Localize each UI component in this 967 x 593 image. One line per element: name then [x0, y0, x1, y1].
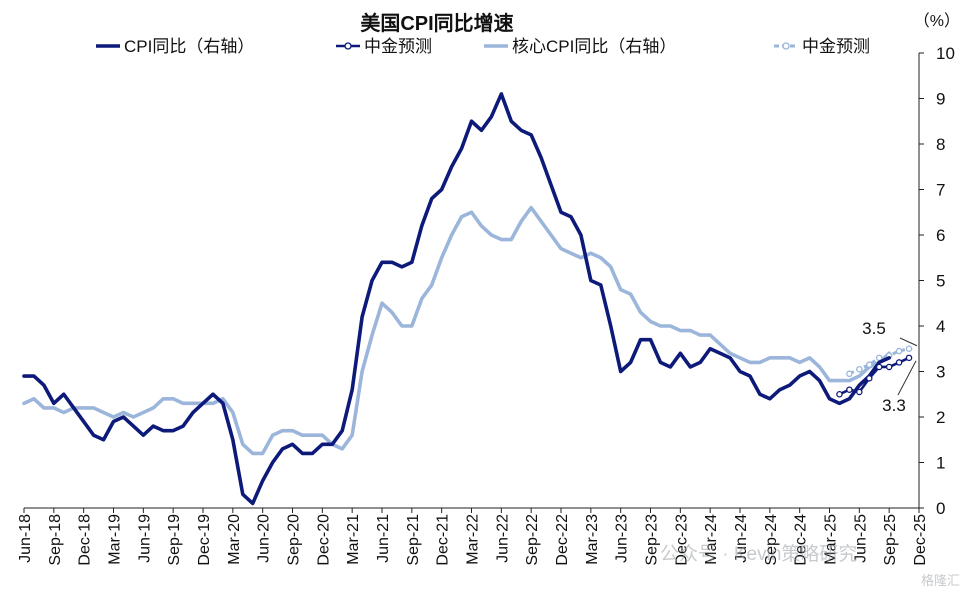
forecast-point	[846, 386, 853, 393]
y-tick-label: 6	[936, 226, 945, 245]
x-tick-label: Dec-25	[912, 514, 929, 566]
forecast-point	[866, 361, 873, 368]
y-tick-label: 0	[936, 499, 945, 518]
legend: CPI同比（右轴） 中金预测 核心CPI同比（右轴） 中金预测	[96, 37, 870, 56]
x-tick-label: Jun-22	[494, 514, 511, 563]
legend-item: 核心CPI同比（右轴）	[484, 37, 676, 56]
x-tick-label: Dec-24	[793, 514, 810, 566]
forecast-point	[895, 347, 903, 355]
x-tick-label: Dec-23	[673, 514, 690, 566]
y-tick-label: 10	[936, 44, 955, 63]
y-tick-label: 4	[936, 317, 945, 336]
forecast-point	[895, 359, 903, 366]
x-tick-label: Sep-20	[286, 514, 303, 566]
x-tick-label: Jun-20	[256, 514, 273, 563]
y-tick-label: 7	[936, 181, 945, 200]
y-tick-label: 5	[936, 272, 945, 291]
series-3	[846, 345, 913, 378]
forecast-point	[885, 363, 893, 371]
x-tick-label: Mar-22	[465, 514, 482, 565]
x-tick-label: Jun-25	[852, 514, 869, 563]
x-tick-label: Dec-20	[315, 514, 332, 566]
legend-item: 中金预测	[774, 37, 870, 56]
forecast-point	[846, 370, 853, 378]
forecast-point	[875, 363, 883, 371]
series-line	[22, 205, 891, 456]
x-tick-label: Sep-18	[47, 514, 64, 566]
x-tick-label: Mar-24	[703, 514, 720, 565]
x-tick-label: Sep-19	[166, 514, 183, 566]
y-tick-label: 9	[936, 90, 945, 109]
x-tick-label: Sep-21	[405, 514, 422, 566]
legend-label: 中金预测	[802, 37, 870, 56]
x-tick-label: Sep-22	[524, 514, 541, 566]
watermark-text: 公众号 · Kevin策略研究	[660, 543, 857, 565]
forecast-point	[856, 388, 863, 396]
legend-swatch-marker	[344, 42, 352, 50]
y-tick-label: 1	[936, 454, 945, 473]
series-1	[836, 354, 913, 398]
x-tick-label: Sep-23	[644, 514, 661, 566]
x-tick-label: Dec-18	[77, 514, 94, 566]
annotations: 3.5 3.3	[862, 319, 918, 415]
series-line	[22, 92, 891, 506]
annotation-leader	[897, 360, 917, 396]
annotation-label: 3.5	[862, 319, 886, 338]
x-tick-label: Sep-25	[882, 514, 899, 566]
x-tick-label: Dec-22	[554, 514, 571, 566]
x-tick-label: Jun-19	[136, 514, 153, 563]
legend-swatch-marker	[782, 42, 790, 50]
x-tick-label: Dec-19	[196, 514, 213, 566]
series-2	[22, 205, 891, 456]
x-tick-label: Mar-23	[584, 514, 601, 565]
x-tick-label: Dec-21	[435, 514, 452, 566]
forecast-point	[836, 390, 843, 398]
y-tick-label: 2	[936, 408, 945, 427]
x-tick-label: Mar-21	[345, 514, 362, 565]
legend-label: 核心CPI同比（右轴）	[512, 37, 676, 56]
x-tick-label: Mar-20	[226, 514, 243, 565]
forecast-point	[905, 354, 913, 362]
forecast-point	[905, 345, 913, 352]
annotation-leader	[899, 337, 918, 347]
series-0	[22, 92, 891, 506]
unit-label: （%）	[914, 12, 960, 30]
x-tick-label: Jun-18	[17, 514, 34, 563]
legend-label: 中金预测	[364, 37, 432, 56]
x-tick-label: Jun-21	[375, 514, 392, 563]
x-tick-label: Jun-23	[614, 514, 631, 563]
watermark: 公众号 · Kevin策略研究 格隆汇	[660, 543, 960, 588]
forecast-point	[866, 375, 873, 382]
x-tick-label: Mar-19	[107, 514, 124, 565]
x-tick-label: Mar-25	[823, 514, 840, 565]
legend-item: 中金预测	[336, 37, 432, 56]
annotation-label: 3.3	[882, 396, 906, 415]
x-tick-label: Sep-24	[763, 514, 780, 566]
forecast-point	[856, 365, 863, 373]
y-tick-label: 3	[936, 363, 945, 382]
chart-title: 美国CPI同比增速	[360, 11, 513, 35]
legend-label: CPI同比（右轴）	[124, 37, 254, 56]
y-tick-label: 8	[936, 135, 945, 154]
watermark-logo: 格隆汇	[921, 573, 960, 588]
x-tick-label: Jun-24	[733, 514, 750, 563]
legend-item: CPI同比（右轴）	[96, 37, 254, 56]
axes: 0 1 2 3 4 5 6 7 8 9 10 Jun-18 Sep-18 Dec-18 Mar-19 Jun-…	[17, 44, 955, 566]
series-layer	[22, 92, 913, 506]
